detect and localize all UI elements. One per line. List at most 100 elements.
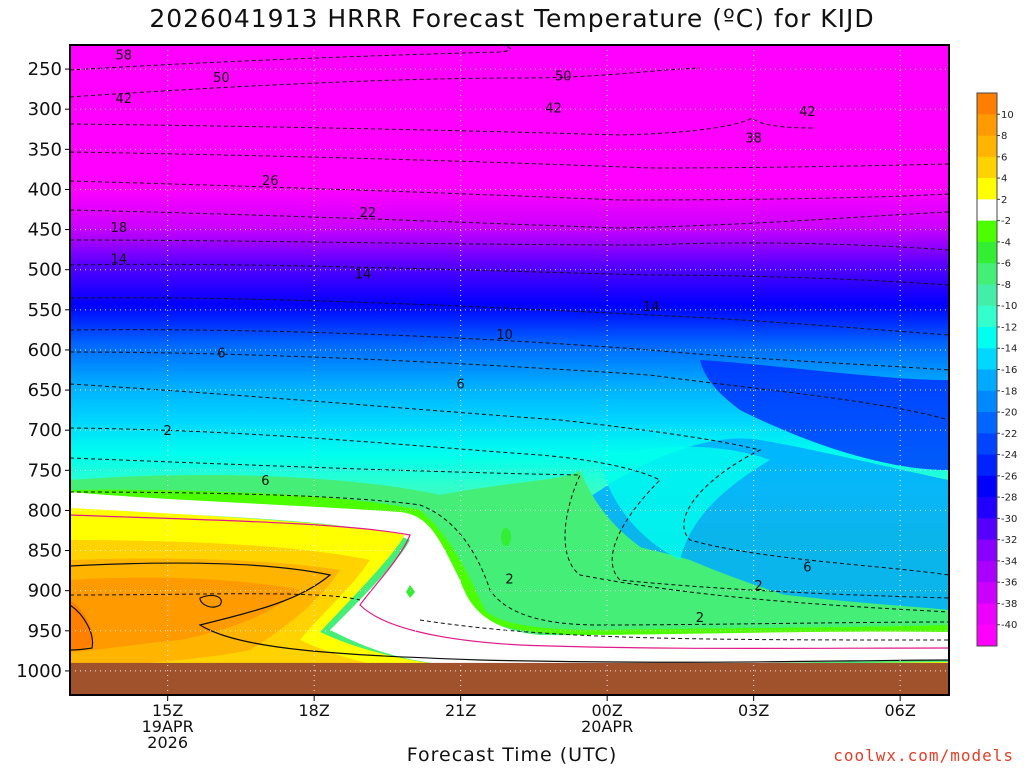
contour-label: 6	[457, 378, 465, 393]
contour-line	[70, 117, 816, 136]
colorbar-label: -22	[1001, 429, 1017, 440]
x-tick-label: 06Z	[885, 701, 916, 720]
contour-lines	[70, 45, 949, 663]
colorbar: 10 8 6 4 2 -2 -4 -6 -8 -10 -12 -14 -16 -18 -20 -22 -24 -2…	[976, 92, 1017, 647]
cyan-tongue	[600, 446, 770, 560]
contour-label: 50	[213, 71, 230, 86]
y-tick-label: 450	[28, 220, 62, 241]
contour-label: 14	[643, 300, 660, 315]
colorbar-swatch	[977, 220, 997, 243]
y-tick-label: 800	[28, 500, 62, 521]
colorbar-label: -18	[1001, 386, 1017, 397]
colorbar-swatch	[977, 539, 997, 562]
colorbar-swatch	[977, 369, 997, 392]
colorbar-label: -32	[1001, 535, 1017, 546]
chart-title: 2026041913 HRRR Forecast Temperature (ºC…	[149, 4, 875, 33]
x-tick-label: 19APR	[142, 717, 194, 736]
contour-line	[70, 457, 949, 613]
green-spot	[406, 585, 415, 598]
x-tick-label: 15Z	[152, 701, 183, 720]
colorbar-swatch	[977, 241, 997, 264]
contour-line	[70, 239, 949, 251]
colorbar-swatch	[977, 412, 997, 434]
white-layer	[70, 492, 949, 668]
colorbar-label: -16	[1001, 365, 1017, 376]
colorbar-swatch	[977, 93, 997, 115]
contour-label: 18	[111, 221, 128, 236]
contour-line	[70, 383, 949, 576]
contour-line	[70, 427, 949, 599]
x-tick-label: 18Z	[299, 701, 330, 720]
colorbar-swatch	[977, 624, 997, 647]
colorbar-label: -20	[1001, 408, 1017, 419]
colorbar-swatch	[977, 326, 997, 349]
y-tick-label: 250	[28, 59, 62, 80]
colorbar-label: -40	[1001, 620, 1017, 631]
x-tick-label: 20APR	[581, 717, 633, 736]
x-axis-title: Forecast Time (UTC)	[406, 744, 618, 766]
colorbar-label: -30	[1001, 514, 1017, 525]
contour-label: 58	[115, 49, 132, 64]
colorbar-swatch	[977, 475, 997, 498]
colorbar-label: -6	[1001, 259, 1011, 270]
deep-cold-right	[700, 360, 949, 470]
site-credit[interactable]: coolwx.com/models	[833, 746, 1014, 765]
y-tick-label: 350	[28, 139, 62, 160]
contour-label: 10	[496, 328, 513, 343]
contour-line	[70, 67, 701, 98]
contour-label: 42	[799, 105, 816, 120]
colorbar-label: -10	[1001, 301, 1017, 312]
plot-frame	[69, 44, 950, 696]
contour-label: 6	[261, 474, 269, 489]
ground	[70, 662, 949, 695]
colorbar-swatch	[977, 348, 997, 370]
contour-line-6deg	[70, 562, 949, 663]
contour-label: 2	[164, 424, 172, 439]
y-tick-label: 500	[28, 260, 62, 281]
hot-core	[70, 600, 93, 650]
contour-line	[70, 351, 949, 421]
colorbar-swatch	[977, 560, 997, 583]
contour-line-10deg	[70, 604, 94, 651]
colorbar-label: -24	[1001, 450, 1017, 461]
contour-label: 26	[262, 174, 279, 189]
contour-label: 14	[355, 268, 372, 283]
green-blob	[501, 528, 511, 546]
colorbar-label: -14	[1001, 344, 1017, 355]
y-axis: 250 300 350 400 450 500 550 600 650 700 750 800 850 9…	[16, 59, 70, 682]
colorbar-swatch	[977, 518, 997, 541]
y-tick-label: 550	[28, 300, 62, 321]
contour-label: 42	[545, 102, 562, 117]
y-tick-label: 700	[28, 420, 62, 441]
contour-label: 2	[696, 611, 704, 626]
y-tick-label: 850	[28, 541, 62, 562]
contour-label: 6	[217, 346, 225, 361]
colorbar-swatch	[977, 114, 997, 137]
temperature-field	[70, 45, 949, 695]
contour-line-2deg	[70, 514, 949, 649]
colorbar-label: -28	[1001, 493, 1017, 504]
colorbar-label: 2	[1001, 195, 1007, 206]
colorbar-swatch	[977, 135, 997, 158]
colorbar-label: -2	[1001, 216, 1011, 227]
x-tick-label: 21Z	[445, 701, 476, 720]
colorbar-swatch	[977, 497, 997, 519]
contour-label: 6	[803, 561, 811, 576]
green-layer	[70, 470, 949, 640]
colorbar-label: 8	[1001, 131, 1007, 142]
colorbar-swatch	[977, 178, 997, 200]
colorbar-swatch	[977, 433, 997, 456]
contour-line	[70, 151, 949, 169]
colorbar-label: -34	[1001, 556, 1017, 567]
contour-line	[70, 263, 949, 286]
contour-line	[70, 180, 949, 201]
colorbar-swatch	[977, 263, 997, 285]
colorbar-label: 10	[1001, 110, 1014, 121]
colorbar-swatch	[977, 582, 997, 604]
x-tick-label: 03Z	[738, 701, 769, 720]
y-tick-label: 1000	[16, 661, 62, 682]
y-tick-label: 400	[28, 179, 62, 200]
contour-line	[70, 491, 949, 626]
